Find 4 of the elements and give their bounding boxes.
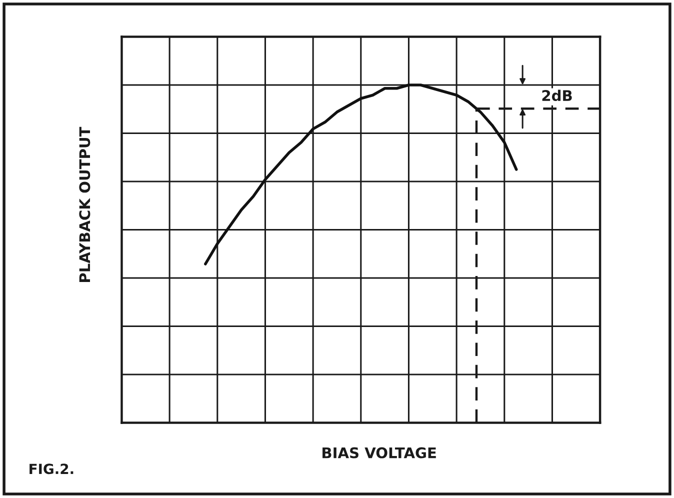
y-axis-title: PLAYBACK OUTPUT — [79, 126, 90, 282]
caption: FIG.2. — [30, 464, 74, 474]
x-axis-title: BIAS VOLTAGE — [322, 447, 436, 458]
ref-line-label: 2dB — [542, 90, 572, 102]
